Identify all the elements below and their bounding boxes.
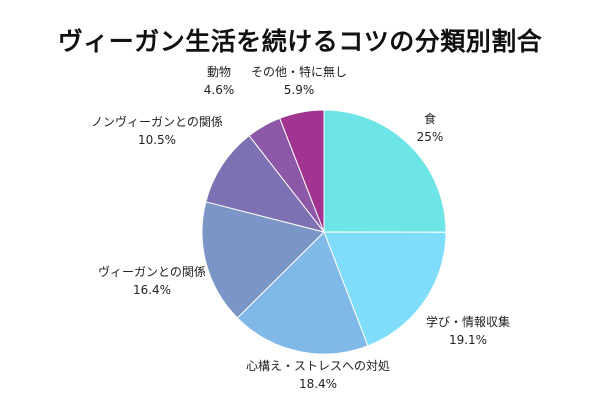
slice-label-name: ヴィーガンとの関係 (98, 264, 206, 279)
chart-title: ヴィーガン生活を続けるコツの分類別割合 (57, 27, 543, 56)
slice-label-value: 4.6% (204, 83, 235, 97)
slice-label-value: 19.1% (449, 333, 487, 347)
pie-labels: 食 25% 学び・情報収集 19.1% 心構え・ストレスへの対処 18.4% ヴィーガンとの… (91, 64, 510, 391)
pie-slice (323, 231, 447, 347)
slice-label-name: 学び・情報収集 (426, 314, 510, 329)
slice-label-value: 10.5% (138, 133, 176, 147)
pie-slice (323, 109, 447, 233)
slice-label-value: 25% (417, 130, 444, 144)
slice-label-name: 食 (424, 111, 436, 126)
slice-label-name: 心構え・ストレスへの対処 (246, 359, 390, 373)
slice-label-name: ノンヴィーガンとの関係 (91, 114, 223, 129)
pie-slices (201, 109, 447, 355)
slice-label-name: 動物 (207, 65, 231, 79)
pie-slice (279, 109, 325, 233)
slice-label-value: 18.4% (299, 377, 337, 391)
slice-label-value: 5.9% (284, 83, 315, 97)
slice-label-name: その他・特に無し (251, 64, 347, 79)
slice-label-value: 16.4% (133, 283, 171, 297)
pie-slice (236, 231, 369, 355)
pie-slice (205, 134, 326, 233)
pie-slice (201, 201, 325, 319)
